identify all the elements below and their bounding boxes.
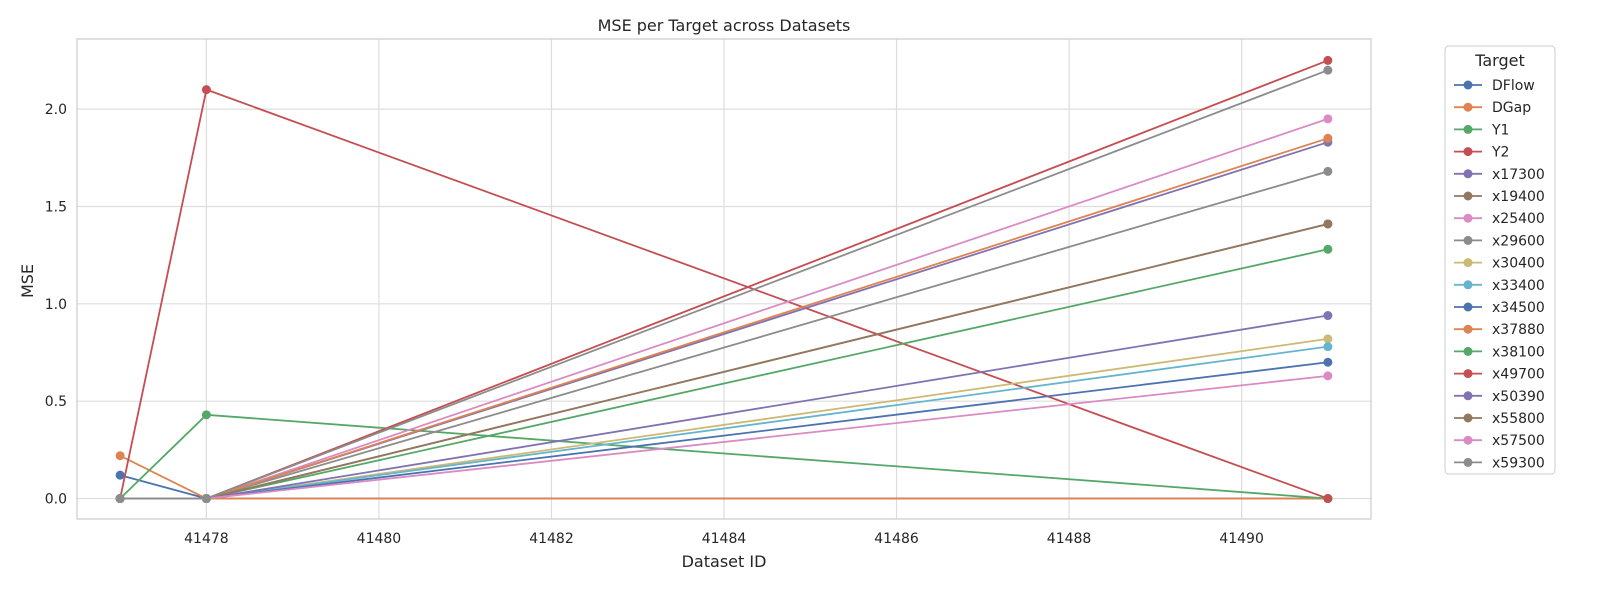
y-tick-label: 2.0 [45,102,67,118]
data-point [115,494,125,504]
legend-label: x37880 [1492,322,1545,338]
legend-item: Y1 [1454,122,1509,138]
data-point [1323,166,1333,176]
legend-item: x25400 [1454,211,1545,227]
legend-marker [1463,280,1473,290]
legend-marker [1463,346,1473,356]
legend-label: x50390 [1492,389,1545,405]
legend-marker [1463,213,1473,223]
legend-marker [1463,102,1473,112]
x-tick-label: 41478 [184,531,229,547]
x-axis-ticks: 41478 41480 41482 41484 41486 41488 41490 [184,531,1264,547]
legend-label: DGap [1492,100,1531,116]
legend-label: x38100 [1492,344,1545,360]
legend-label: x59300 [1492,455,1545,471]
legend-item: x19400 [1454,189,1545,205]
legend-label: x17300 [1492,167,1545,183]
data-point [1323,371,1333,381]
series-x59300 [115,65,1333,504]
legend-item: x34500 [1454,300,1545,316]
chart-title: MSE per Target across Datasets [598,16,851,35]
x-tick-label: 41484 [702,531,747,547]
legend-item: x59300 [1454,455,1545,471]
legend-item: x57500 [1454,433,1545,449]
legend-item: Y2 [1454,145,1509,161]
legend-item: DGap [1454,100,1531,116]
data-point [1323,133,1333,143]
x-tick-label: 41480 [357,531,402,547]
y-axis-label: MSE [18,264,37,298]
data-point [1323,494,1333,504]
legend-item: x38100 [1454,344,1545,360]
series-lines [115,55,1333,504]
legend-item: DFlow [1454,78,1535,94]
y-axis-ticks: 0.0 0.5 1.0 1.5 2.0 [45,102,67,507]
data-point [201,494,211,504]
legend-item: x50390 [1454,389,1545,405]
legend-marker [1463,169,1473,179]
x-tick-label: 41490 [1219,531,1264,547]
legend-marker [1463,413,1473,423]
legend-label: x33400 [1492,278,1545,294]
legend-marker [1463,258,1473,268]
data-point [1323,114,1333,124]
data-point [201,85,211,95]
legend-marker [1463,147,1473,157]
legend-label: x49700 [1492,367,1545,383]
data-point [1323,342,1333,352]
data-point [1323,244,1333,254]
data-point [1323,357,1333,367]
legend-title: Target [1474,51,1525,70]
legend-label: x25400 [1492,211,1545,227]
y-tick-label: 1.0 [45,297,67,313]
plot-frame [76,38,1372,520]
data-point [201,410,211,420]
legend-item: x49700 [1454,367,1545,383]
legend-marker [1463,235,1473,245]
data-point [115,451,125,461]
data-point [1323,311,1333,321]
data-point [115,470,125,480]
legend-marker [1463,302,1473,312]
legend-item: x37880 [1454,322,1545,338]
legend-marker [1463,457,1473,467]
legend-item: x55800 [1454,411,1545,427]
legend-label: Y1 [1491,122,1509,138]
x-tick-label: 41486 [874,531,919,547]
legend-box [1444,45,1556,475]
legend-marker [1463,369,1473,379]
legend-label: x19400 [1492,189,1545,205]
legend-marker [1463,324,1473,334]
x-tick-label: 41488 [1047,531,1092,547]
legend: Target DFlow DGap Y1 Y2 x17300 x19400 x25400 x2… [1444,45,1556,475]
legend-label: DFlow [1492,78,1535,94]
data-point [1323,65,1333,75]
legend-marker [1463,191,1473,201]
legend-marker [1463,124,1473,134]
legend-label: x57500 [1492,433,1545,449]
x-tick-label: 41482 [529,531,574,547]
legend-item: x17300 [1454,167,1545,183]
y-tick-label: 0.5 [45,394,67,410]
y-tick-label: 0.0 [45,492,67,508]
legend-label: x30400 [1492,256,1545,272]
legend-label: x34500 [1492,300,1545,316]
x-axis-label: Dataset ID [682,552,767,571]
legend-item: x30400 [1454,256,1545,272]
legend-label: x29600 [1492,233,1545,249]
data-point [1323,334,1333,344]
data-point [1323,219,1333,229]
data-point [1323,55,1333,65]
legend-marker [1463,391,1473,401]
y-tick-label: 1.5 [45,199,67,215]
legend-item: x33400 [1454,278,1545,294]
legend-label: Y2 [1491,145,1509,161]
legend-marker [1463,80,1473,90]
legend-label: x55800 [1492,411,1545,427]
legend-item: x29600 [1454,233,1545,249]
legend-marker [1463,435,1473,445]
